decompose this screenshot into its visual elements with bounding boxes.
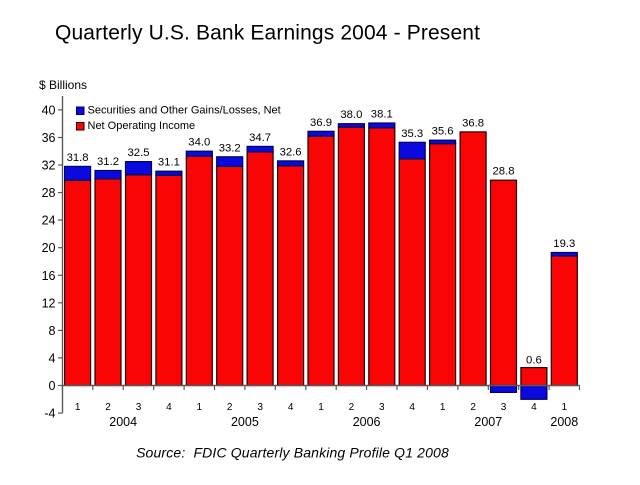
svg-text:1: 1 [75, 402, 81, 413]
svg-text:4: 4 [531, 402, 537, 413]
svg-text:38.0: 38.0 [340, 109, 362, 121]
svg-text:35.3: 35.3 [401, 128, 423, 140]
svg-text:36: 36 [42, 131, 56, 145]
svg-text:34.0: 34.0 [188, 137, 210, 149]
svg-text:12: 12 [42, 296, 56, 310]
svg-text:2008: 2008 [550, 415, 578, 429]
svg-text:0.6: 0.6 [526, 355, 542, 367]
svg-text:19.3: 19.3 [553, 238, 575, 250]
svg-text:2006: 2006 [353, 415, 381, 429]
svg-text:0: 0 [49, 379, 56, 393]
svg-text:Securities and Other Gains/Los: Securities and Other Gains/Losses, Net [88, 105, 281, 117]
svg-text:3: 3 [379, 402, 385, 413]
svg-text:$ Billions: $ Billions [39, 78, 87, 92]
svg-text:32.5: 32.5 [128, 147, 150, 159]
svg-text:34.7: 34.7 [249, 132, 271, 144]
svg-text:35.6: 35.6 [432, 126, 454, 138]
svg-text:3: 3 [257, 402, 263, 413]
svg-text:40: 40 [42, 103, 56, 117]
svg-text:36.8: 36.8 [462, 117, 484, 129]
svg-text:24: 24 [42, 214, 56, 228]
svg-text:2007: 2007 [474, 415, 502, 429]
svg-text:4: 4 [49, 351, 56, 365]
svg-text:28.8: 28.8 [493, 166, 515, 178]
svg-text:2: 2 [227, 402, 233, 413]
svg-text:Source: FDIC Quarterly Bankin: Source: FDIC Quarterly Banking Profile Q… [136, 445, 449, 461]
svg-text:2: 2 [349, 402, 355, 413]
svg-text:28: 28 [42, 186, 56, 200]
svg-text:-4: -4 [44, 407, 55, 421]
svg-text:1: 1 [197, 402, 203, 413]
svg-text:1: 1 [562, 402, 568, 413]
svg-text:2: 2 [105, 402, 111, 413]
svg-text:38.1: 38.1 [371, 109, 393, 121]
svg-text:4: 4 [288, 402, 294, 413]
svg-text:32: 32 [42, 159, 56, 173]
svg-text:2004: 2004 [109, 415, 137, 429]
svg-text:1: 1 [440, 402, 446, 413]
svg-text:1: 1 [318, 402, 324, 413]
svg-text:31.2: 31.2 [97, 156, 119, 168]
svg-text:31.8: 31.8 [67, 152, 89, 164]
svg-text:32.6: 32.6 [280, 146, 302, 158]
svg-text:3: 3 [501, 402, 507, 413]
svg-text:Quarterly U.S. Bank Earnings 2: Quarterly U.S. Bank Earnings 2004 - Pres… [55, 22, 480, 45]
svg-text:8: 8 [49, 324, 56, 338]
svg-text:4: 4 [409, 402, 415, 413]
svg-text:2005: 2005 [231, 415, 259, 429]
svg-text:16: 16 [42, 269, 56, 283]
svg-text:2: 2 [470, 402, 476, 413]
svg-text:Net Operating Income: Net Operating Income [88, 120, 196, 132]
svg-text:20: 20 [42, 241, 56, 255]
svg-text:4: 4 [166, 402, 172, 413]
svg-text:36.9: 36.9 [310, 117, 332, 129]
svg-text:3: 3 [136, 402, 142, 413]
svg-text:31.1: 31.1 [158, 157, 180, 169]
svg-text:33.2: 33.2 [219, 142, 241, 154]
